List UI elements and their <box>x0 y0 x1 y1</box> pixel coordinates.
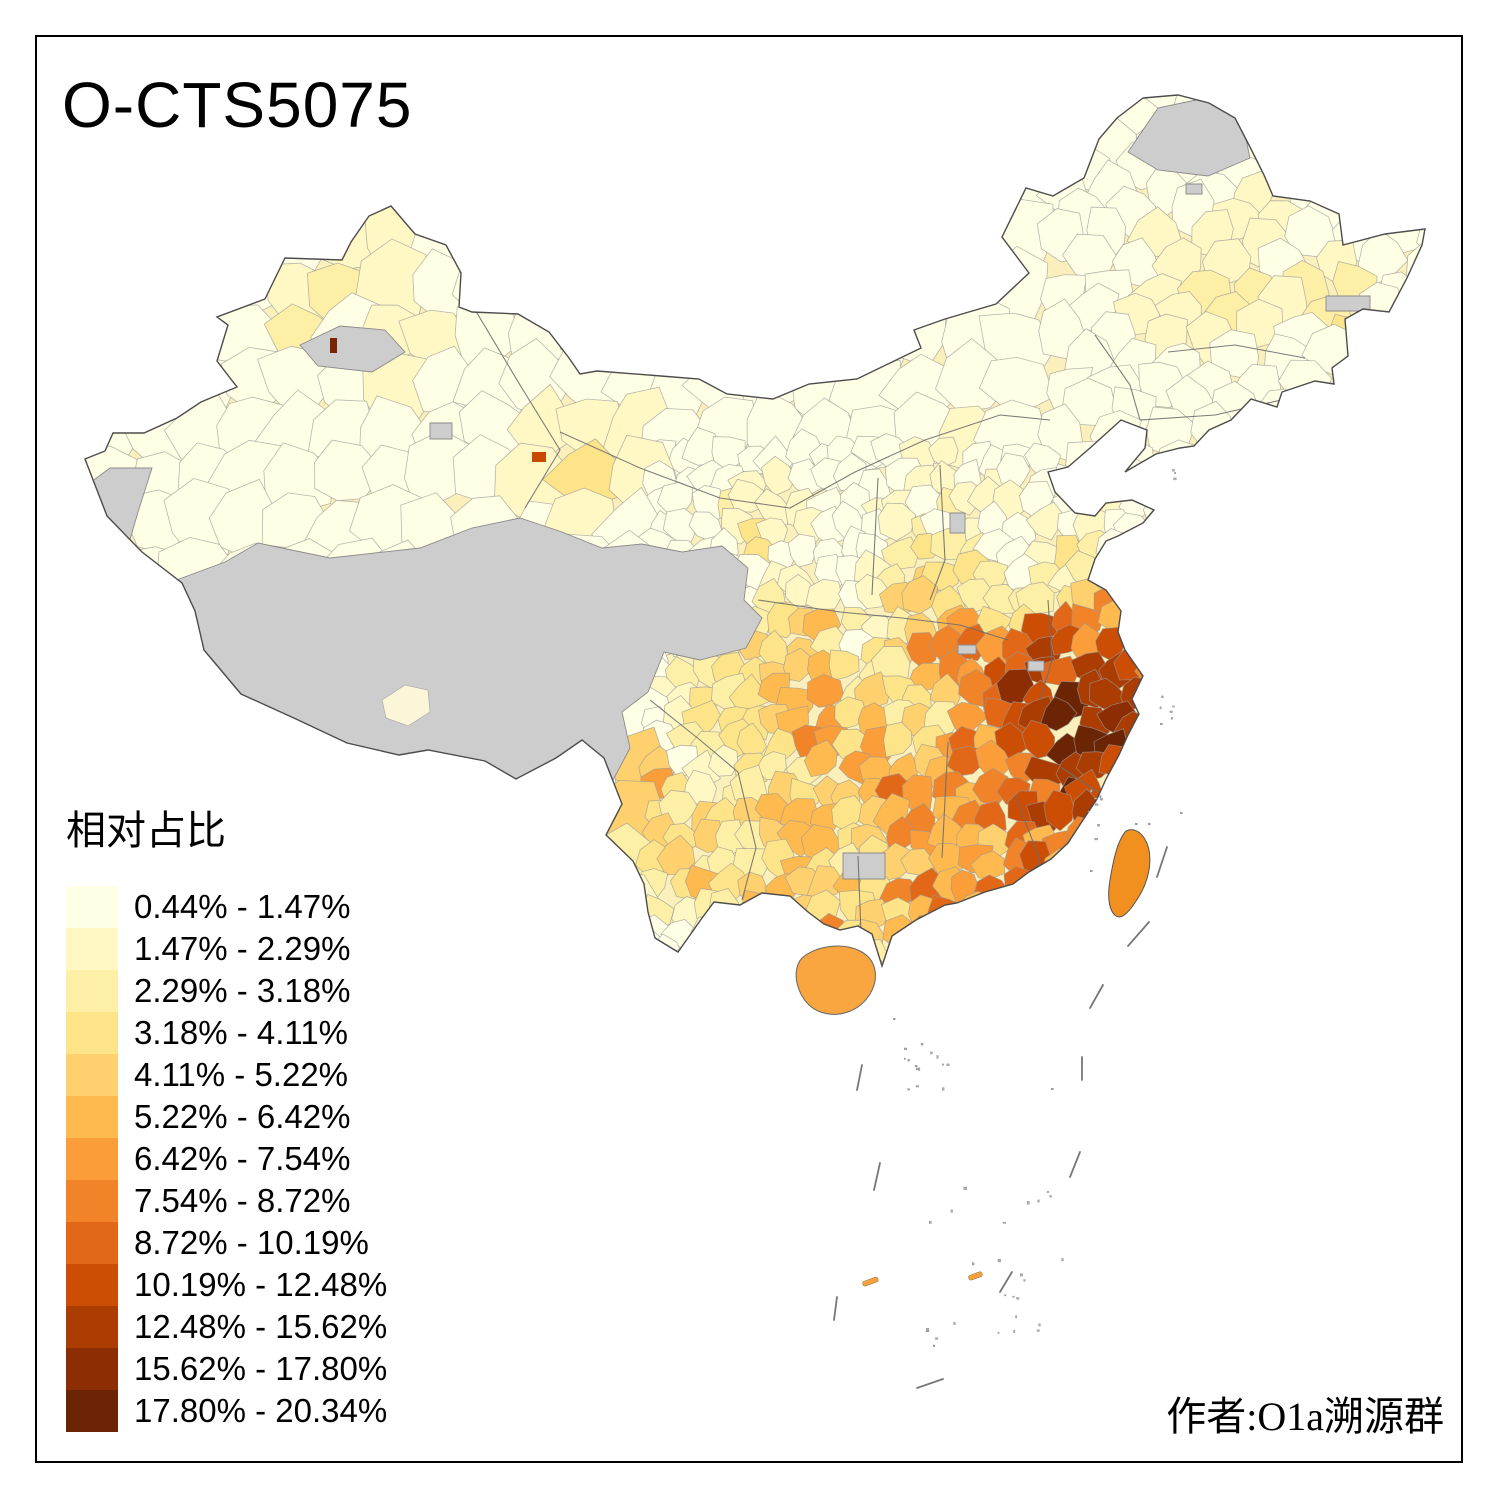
legend-row: 12.48% - 15.62% <box>66 1306 387 1348</box>
nine-dash-line <box>833 846 1168 1389</box>
legend-swatch <box>66 928 118 970</box>
legend-row: 8.72% - 10.19% <box>66 1222 387 1264</box>
legend-swatch <box>66 1180 118 1222</box>
legend-row: 10.19% - 12.48% <box>66 1264 387 1306</box>
legend-label: 8.72% - 10.19% <box>134 1224 369 1261</box>
legend-label: 7.54% - 8.72% <box>134 1182 351 1219</box>
legend-label: 2.29% - 3.18% <box>134 972 351 1009</box>
legend-swatch <box>66 1054 118 1096</box>
legend-rows: 0.44% - 1.47% 1.47% - 2.29% 2.29% - 3.18… <box>66 886 387 1432</box>
legend-row: 7.54% - 8.72% <box>66 1180 387 1222</box>
legend-swatch <box>66 1012 118 1054</box>
legend-label: 12.48% - 15.62% <box>134 1308 388 1345</box>
legend-label: 6.42% - 7.54% <box>134 1140 351 1177</box>
legend-label: 4.11% - 5.22% <box>134 1056 349 1093</box>
legend-label: 15.62% - 17.80% <box>134 1350 388 1387</box>
legend-row: 1.47% - 2.29% <box>66 928 387 970</box>
legend-label: 0.44% - 1.47% <box>134 888 351 925</box>
legend-swatch <box>66 1306 118 1348</box>
legend-row: 17.80% - 20.34% <box>66 1390 387 1432</box>
legend-row: 6.42% - 7.54% <box>66 1138 387 1180</box>
legend-row: 4.11% - 5.22% <box>66 1054 387 1096</box>
legend-swatch <box>66 1390 118 1432</box>
taiwan-island <box>1108 829 1151 918</box>
legend: 相对占比 0.44% - 1.47% 1.47% - 2.29% 2.29% -… <box>66 798 387 1432</box>
legend-label: 3.18% - 4.11% <box>134 1014 349 1051</box>
legend-swatch <box>66 970 118 1012</box>
legend-swatch <box>66 1264 118 1306</box>
national-outline <box>84 94 1426 969</box>
legend-swatch <box>66 1348 118 1390</box>
legend-swatch <box>66 1222 118 1264</box>
legend-row: 2.29% - 3.18% <box>66 970 387 1012</box>
legend-swatch <box>66 1096 118 1138</box>
legend-row: 15.62% - 17.80% <box>66 1348 387 1390</box>
hainan-island <box>795 945 876 1015</box>
page-title: O-CTS5075 <box>62 69 413 141</box>
legend-row: 5.22% - 6.42% <box>66 1096 387 1138</box>
legend-label: 17.80% - 20.34% <box>134 1392 388 1429</box>
legend-label: 5.22% - 6.42% <box>134 1098 351 1135</box>
legend-swatch <box>66 886 118 928</box>
legend-title: 相对占比 <box>66 808 226 853</box>
legend-label: 1.47% - 2.29% <box>134 930 351 967</box>
legend-row: 3.18% - 4.11% <box>66 1012 387 1054</box>
author-credit: 作者:O1a溯源群 <box>1166 1394 1444 1439</box>
legend-swatch <box>66 1138 118 1180</box>
legend-label: 10.19% - 12.48% <box>134 1266 388 1303</box>
offshore-islands <box>862 469 1183 1347</box>
highlight-spots <box>330 338 546 462</box>
legend-row: 0.44% - 1.47% <box>66 886 387 928</box>
